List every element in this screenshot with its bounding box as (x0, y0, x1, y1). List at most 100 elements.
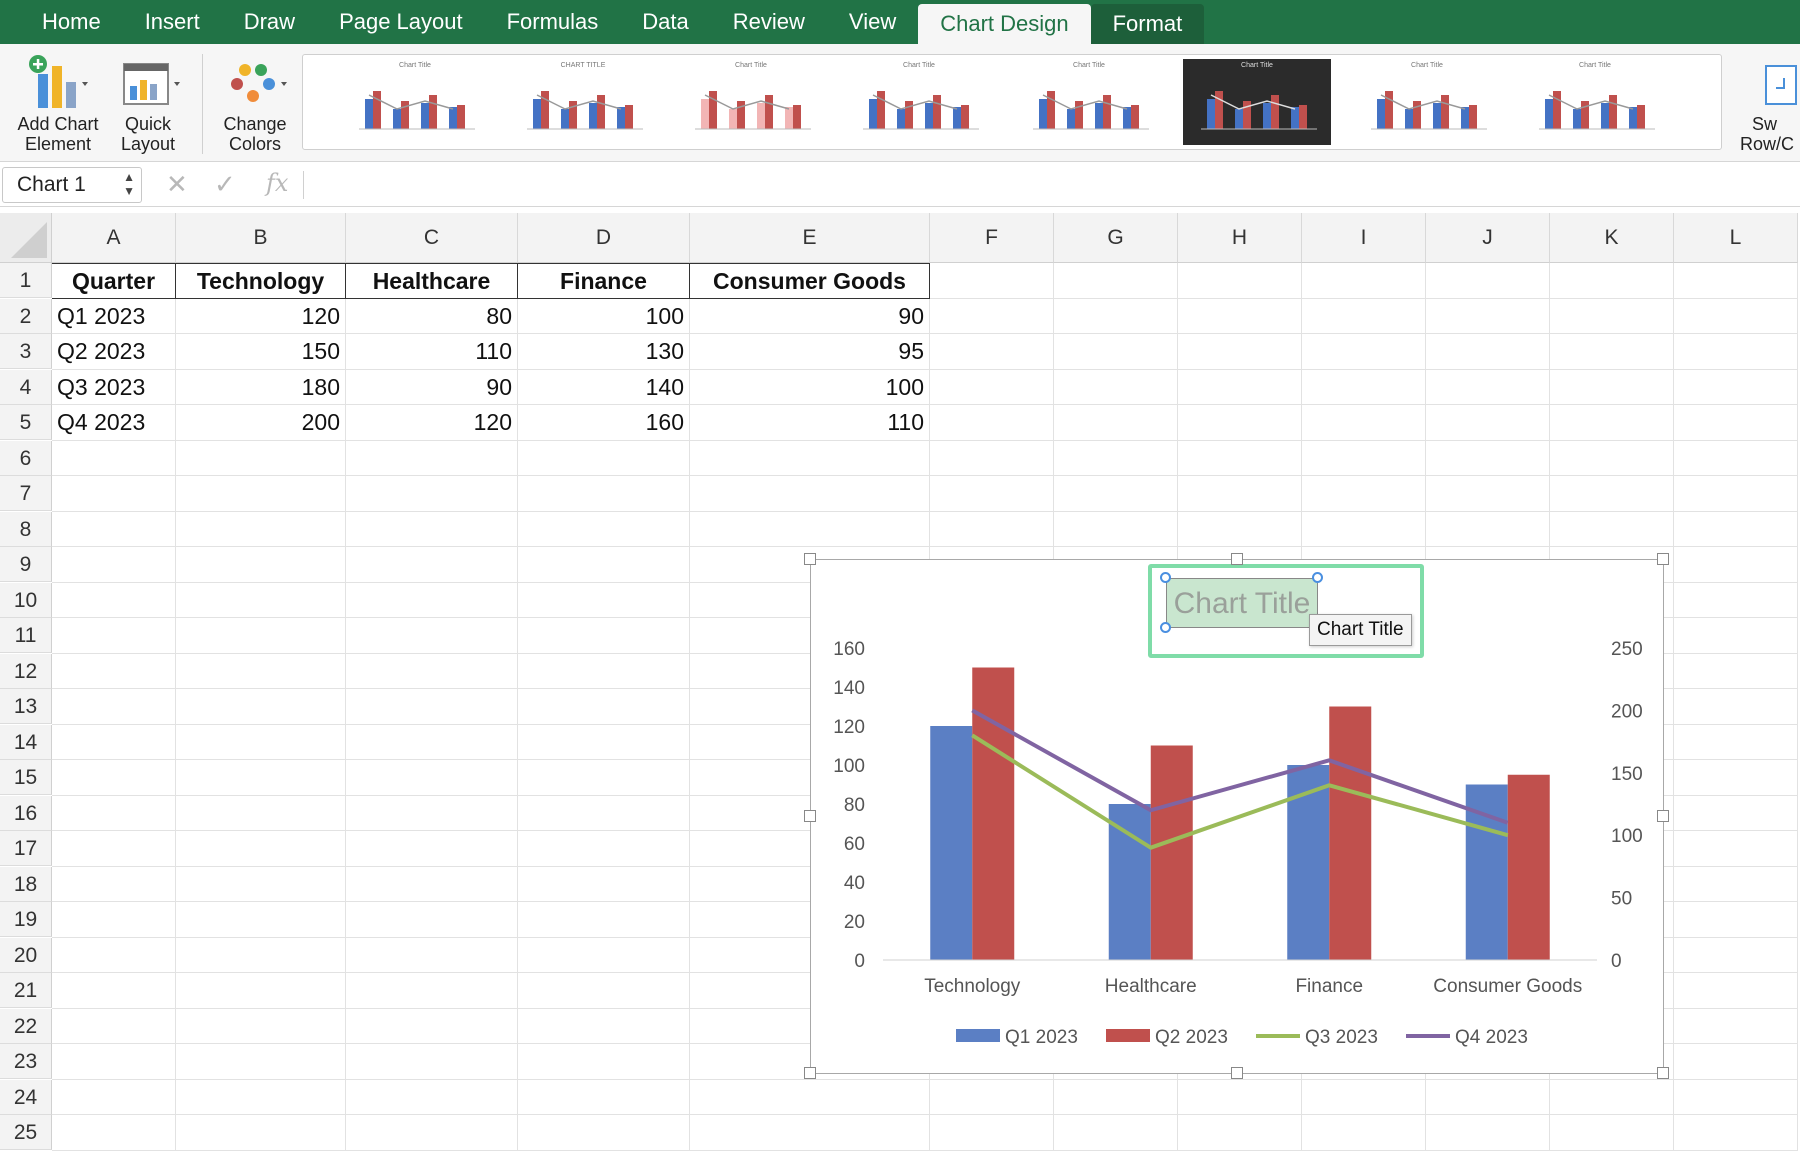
cell[interactable] (518, 1008, 690, 1044)
cell[interactable] (1178, 476, 1302, 512)
cell[interactable] (1674, 334, 1798, 370)
chart-title-box[interactable]: Chart Title (1166, 578, 1318, 628)
cell[interactable] (1674, 760, 1798, 796)
chart-style-thumbnail[interactable]: Chart Title (341, 59, 489, 145)
table-cell[interactable]: 130 (518, 334, 690, 370)
cell[interactable] (346, 689, 518, 725)
cell[interactable] (1054, 334, 1178, 370)
cell[interactable] (1054, 476, 1178, 512)
cell[interactable] (1550, 1079, 1674, 1115)
cell[interactable] (176, 831, 346, 867)
cell[interactable] (176, 476, 346, 512)
column-header-l[interactable]: L (1674, 213, 1798, 263)
chart-style-thumbnail[interactable]: CHART TITLE (509, 59, 657, 145)
formula-input[interactable] (312, 169, 1792, 201)
cell[interactable] (1426, 298, 1550, 334)
cell[interactable] (1674, 440, 1798, 476)
chart-resize-handle[interactable] (1657, 553, 1669, 565)
cell[interactable] (518, 724, 690, 760)
row-header-21[interactable]: 21 (0, 973, 52, 1008)
row-header-2[interactable]: 2 (0, 298, 52, 334)
cell[interactable] (1674, 582, 1798, 618)
cell[interactable] (1674, 1008, 1798, 1044)
cell[interactable] (176, 582, 346, 618)
cell[interactable] (1550, 405, 1674, 441)
chart[interactable]: 0 20 40 60 80 100 120 140 160 0 50 100 150 200 250 Tech… (804, 553, 1669, 1079)
cell[interactable] (1674, 937, 1798, 973)
table-header-cell[interactable]: Finance (518, 263, 690, 299)
cell[interactable] (1550, 298, 1674, 334)
chart-resize-handle[interactable] (804, 810, 816, 822)
row-header-17[interactable]: 17 (0, 831, 52, 866)
cell[interactable] (1550, 1115, 1674, 1151)
table-header-cell[interactable]: Consumer Goods (690, 263, 930, 299)
cell[interactable] (1674, 476, 1798, 512)
cell[interactable] (518, 689, 690, 725)
table-cell[interactable]: Q1 2023 (52, 298, 176, 334)
row-header-13[interactable]: 13 (0, 689, 52, 724)
cell[interactable] (1054, 1079, 1178, 1115)
cell[interactable] (52, 476, 176, 512)
cell[interactable] (52, 937, 176, 973)
row-header-19[interactable]: 19 (0, 902, 52, 937)
bar-q2-2023[interactable] (1150, 745, 1193, 961)
cell[interactable] (176, 1115, 346, 1151)
tab-draw[interactable]: Draw (243, 9, 296, 34)
cell[interactable] (52, 760, 176, 796)
cell[interactable] (1302, 298, 1426, 334)
cell[interactable] (52, 1079, 176, 1115)
table-cell[interactable]: Q3 2023 (52, 369, 176, 405)
cell[interactable] (176, 440, 346, 476)
cell[interactable] (1178, 1079, 1302, 1115)
cell[interactable] (690, 1115, 930, 1151)
cell[interactable] (1302, 1115, 1426, 1151)
cell[interactable] (1674, 1044, 1798, 1080)
table-cell[interactable]: 110 (690, 405, 930, 441)
row-header-7[interactable]: 7 (0, 476, 52, 511)
cell[interactable] (518, 476, 690, 512)
cell[interactable] (346, 973, 518, 1009)
cell[interactable] (176, 1079, 346, 1115)
cell[interactable] (1674, 1079, 1798, 1115)
cell[interactable] (346, 937, 518, 973)
cell[interactable] (346, 618, 518, 654)
cell[interactable] (346, 1044, 518, 1080)
cell[interactable] (52, 973, 176, 1009)
cell[interactable] (518, 866, 690, 902)
legend-label[interactable]: Q3 2023 (1305, 1027, 1378, 1048)
cell[interactable] (52, 582, 176, 618)
row-header-16[interactable]: 16 (0, 795, 52, 831)
cell[interactable] (176, 973, 346, 1009)
table-cell[interactable]: 100 (518, 298, 690, 334)
row-header-22[interactable]: 22 (0, 1008, 52, 1044)
cell[interactable] (176, 653, 346, 689)
column-header-h[interactable]: H (1178, 213, 1302, 263)
cell[interactable] (518, 973, 690, 1009)
cell[interactable] (518, 653, 690, 689)
cell[interactable] (1054, 440, 1178, 476)
row-header-1[interactable]: 1 (0, 263, 52, 298)
cell[interactable] (690, 440, 930, 476)
cell[interactable] (1054, 1115, 1178, 1151)
legend-label[interactable]: Q4 2023 (1455, 1027, 1528, 1048)
column-header-j[interactable]: J (1426, 213, 1550, 263)
cell[interactable] (930, 1079, 1054, 1115)
cell[interactable] (518, 1079, 690, 1115)
cell[interactable] (1178, 405, 1302, 441)
cell[interactable] (1550, 369, 1674, 405)
name-box-stepper-icon[interactable]: ▲ ▼ (123, 170, 135, 198)
cell[interactable] (52, 1008, 176, 1044)
cell[interactable] (346, 653, 518, 689)
select-all-corner[interactable] (0, 213, 52, 263)
cell[interactable] (1302, 263, 1426, 299)
enter-check-icon[interactable]: ✓ (214, 169, 236, 199)
cell[interactable] (346, 547, 518, 583)
table-cell[interactable]: 140 (518, 369, 690, 405)
cell[interactable] (930, 263, 1054, 299)
row-header-24[interactable]: 24 (0, 1079, 52, 1115)
cell[interactable] (930, 1115, 1054, 1151)
tab-data[interactable]: Data (642, 9, 689, 34)
cell[interactable] (346, 1008, 518, 1044)
bar-q1-2023[interactable] (1108, 804, 1151, 960)
table-cell[interactable]: Q4 2023 (52, 405, 176, 441)
